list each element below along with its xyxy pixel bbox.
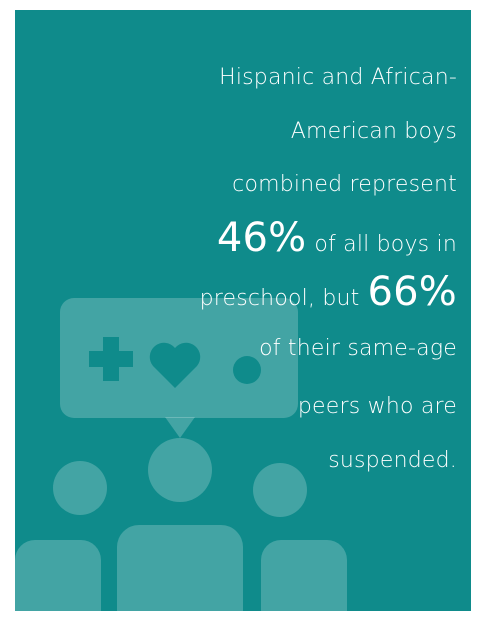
text-line: combined represent — [232, 174, 457, 196]
head — [53, 461, 107, 515]
text-line: preschool, but 66% — [200, 272, 457, 312]
text: preschool, but — [200, 286, 360, 311]
infographic: Hispanic and African- American boys comb… — [0, 0, 486, 621]
head — [148, 438, 212, 502]
bubble-tail — [165, 417, 195, 438]
text-line: of their same-age — [259, 338, 457, 360]
text-line: 46% of all boys in — [217, 218, 457, 258]
body — [15, 540, 101, 611]
text-line: suspended. — [328, 450, 457, 472]
text: of all boys in — [314, 232, 457, 257]
text-line: American boys — [291, 121, 457, 143]
stat-number: 46% — [217, 215, 307, 261]
panel: Hispanic and African- American boys comb… — [15, 10, 471, 611]
body — [261, 540, 347, 611]
text-line: Hispanic and African- — [219, 67, 457, 89]
head — [253, 463, 307, 517]
body — [117, 525, 243, 611]
stat-number: 66% — [367, 269, 457, 315]
text-line: peers who are — [298, 396, 457, 418]
percent-icon — [233, 356, 261, 384]
